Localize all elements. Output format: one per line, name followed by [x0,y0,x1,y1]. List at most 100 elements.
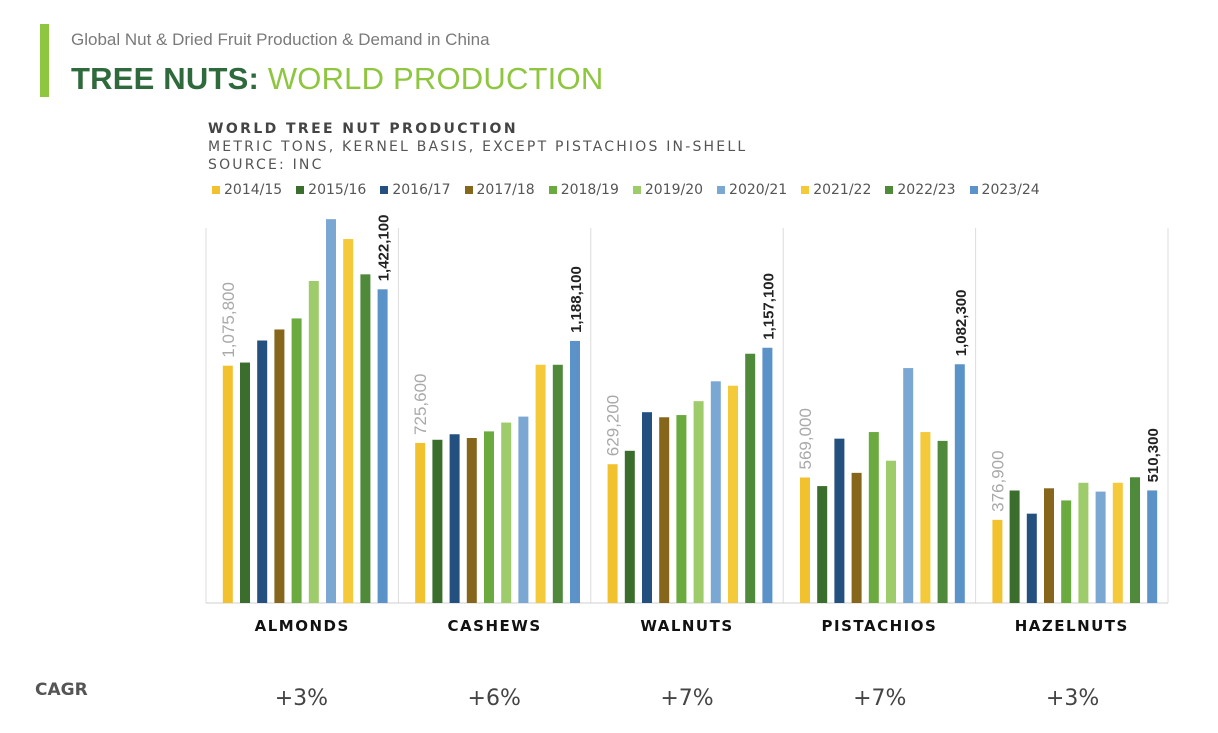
bar [676,415,687,603]
bar [886,460,896,603]
cagr-row: +3% +6% +7% +7% +3% [205,686,1169,711]
data-label-start: 725,600 [411,373,430,434]
legend-label: 2015/16 [308,182,367,198]
bar [920,432,931,603]
accent-bar [40,24,49,97]
bar [1026,513,1037,603]
bar [903,368,914,603]
category-label: HAZELNUTS [1015,617,1129,635]
data-label-end: 1,422,100 [376,215,393,282]
bar [449,434,460,603]
legend-item: 2018/19 [548,182,619,198]
chart-header: WORLD TREE NUT PRODUCTION METRIC TONS, K… [208,120,747,174]
legend-label: 2019/20 [644,182,704,198]
bar [1061,500,1072,603]
legend-item: 2016/17 [380,182,451,198]
bar [1147,490,1158,603]
data-label-start: 629,200 [604,395,623,456]
data-label-end: 1,157,100 [760,273,777,340]
bar [257,340,268,603]
bar [745,353,756,603]
bar [308,280,319,603]
bar [642,412,652,603]
cagr-label: CAGR [35,680,88,700]
bar [570,340,580,603]
legend-item: 2014/15 [212,182,282,198]
chart-title: WORLD TREE NUT PRODUCTION [208,121,518,137]
category-label: PISTACHIOS [822,617,938,635]
title-light: WORLD PRODUCTION [259,61,604,96]
bar [377,289,388,603]
bar [501,422,512,603]
bar [291,318,302,603]
title-bold: TREE NUTS: [71,61,259,96]
legend-swatch [885,186,894,194]
bar [518,416,529,603]
data-label-end: 510,300 [1145,428,1162,482]
bar [240,362,250,603]
cagr-value: +6% [467,686,521,711]
bar [552,364,563,603]
data-label-end: 1,188,100 [568,266,585,333]
legend-label: 2014/15 [224,182,283,198]
bar [360,274,371,603]
bar [800,477,810,603]
legend-swatch [801,186,810,194]
bar [834,438,845,603]
bar [432,439,443,603]
bar [274,329,285,603]
page-title: TREE NUTS: WORLD PRODUCTION [71,61,603,97]
bar [484,431,494,603]
bar [1044,488,1054,603]
bar [728,385,738,603]
bar [851,472,862,603]
bar [868,432,879,603]
bar [415,442,426,603]
category-label: CASHEWS [448,617,542,635]
bar [954,364,965,603]
bar [343,239,354,603]
bar [624,450,635,603]
legend-swatch [464,186,473,194]
bar [466,438,477,603]
bar [326,219,336,604]
legend-swatch [296,186,305,194]
data-label-start: 569,000 [796,408,815,469]
bar [762,347,773,603]
data-label-start: 1,075,800 [219,282,238,358]
legend-label: 2016/17 [392,182,451,198]
legend-item: 2019/20 [632,182,704,198]
bar [1095,491,1106,603]
cagr-value: +3% [1045,686,1100,711]
bar [535,364,546,603]
cagr-value: +7% [853,686,907,711]
legend-label: 2018/19 [560,182,619,198]
legend-label: 2020/21 [729,182,788,198]
cagr-value: +3% [274,686,329,711]
bar [607,464,618,603]
bar [1009,490,1020,603]
bar [1112,482,1123,603]
bar [992,519,1003,603]
legend-swatch [717,186,726,194]
legend-swatch [969,186,978,194]
bar [659,417,670,603]
legend-item: 2023/24 [969,182,1040,198]
chart-subtitle-line-1: METRIC TONS, KERNEL BASIS, EXCEPT PISTAC… [208,139,748,155]
legend-item: 2020/21 [717,182,787,198]
bar [710,381,721,603]
legend-label: 2022/23 [897,182,956,198]
legend-label: 2021/22 [813,182,872,198]
legend-item: 2015/16 [296,182,366,198]
legend-item: 2022/23 [885,182,956,198]
legend-swatch [548,186,557,194]
bar [1078,482,1089,603]
legend-item: 2021/22 [801,182,871,198]
legend-item: 2017/18 [464,182,535,198]
chart-subtitle-line-2: SOURCE: INC [208,157,324,173]
category-label: WALNUTS [640,617,733,635]
legend-label: 2023/24 [981,182,1040,198]
bar [222,365,233,603]
legend-swatch [380,186,389,194]
